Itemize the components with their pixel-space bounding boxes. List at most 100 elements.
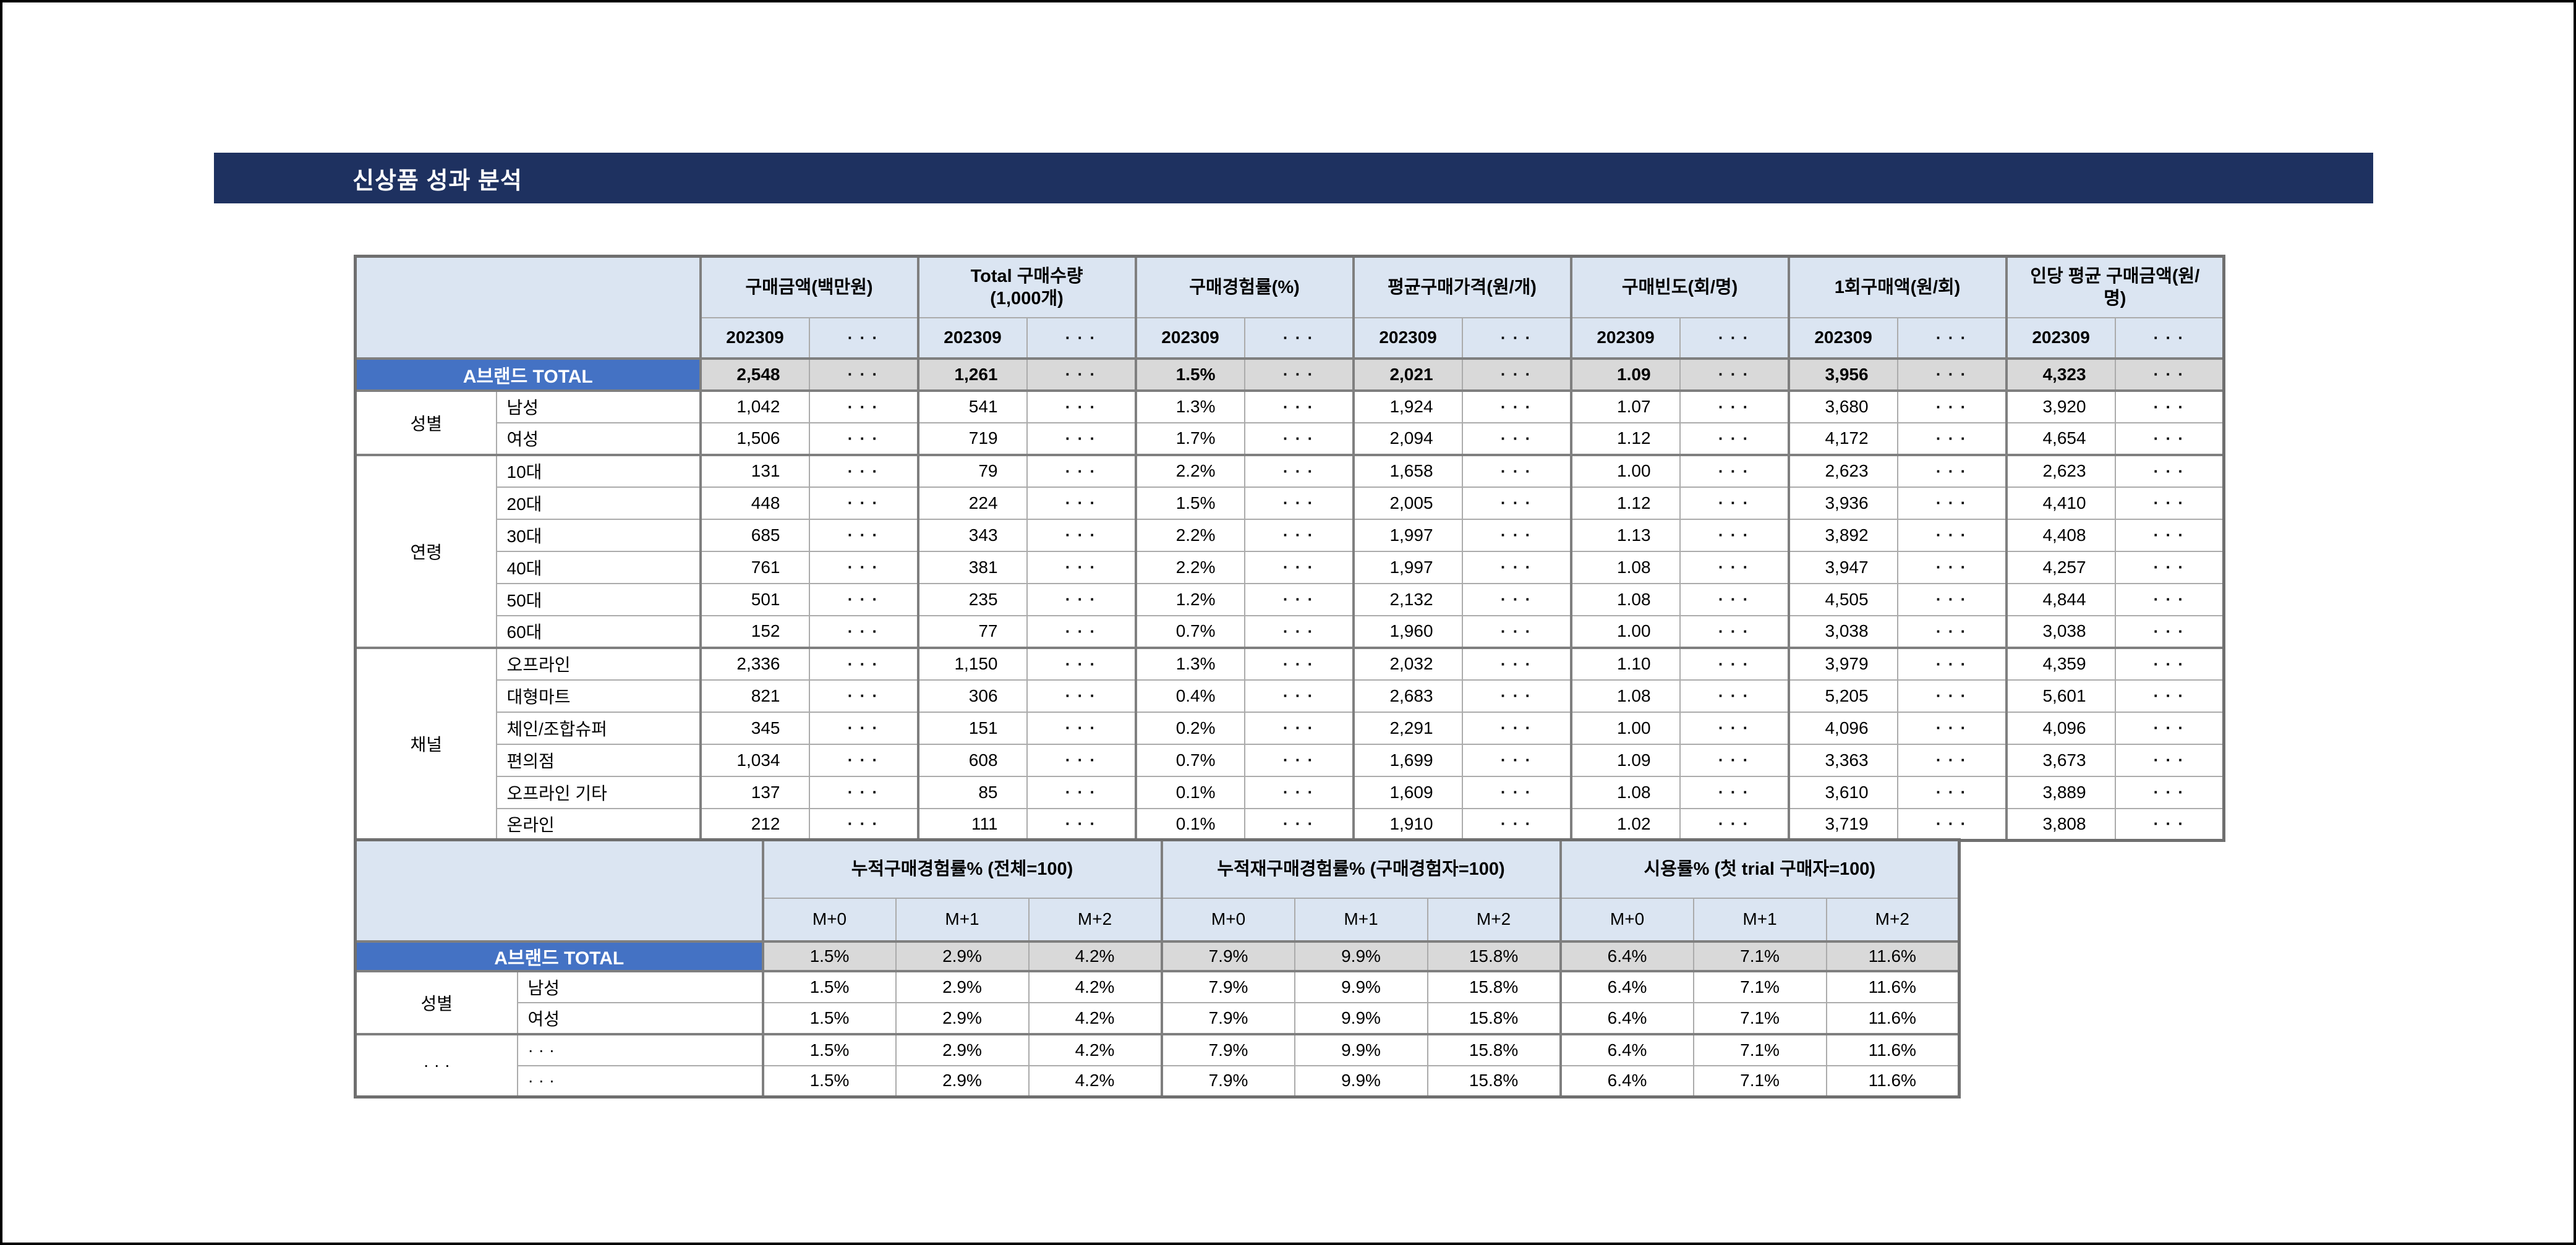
ellipsis-cell: · · ·: [2114, 389, 2225, 423]
table-row: 체인/조합슈퍼 345 · · · 151 · · · 0.2% · · · 2,291 · ·…: [356, 711, 2225, 745]
ellipsis-cell: · · ·: [2114, 518, 2225, 552]
total-row-label: A브랜드 TOTAL: [354, 940, 764, 972]
ellipsis-cell: · · ·: [1679, 518, 1789, 552]
row-label: · · ·: [516, 1064, 764, 1098]
ellipsis-cell: · · ·: [1461, 550, 1572, 584]
ellipsis-cell: · · ·: [2114, 550, 2225, 584]
ellipsis-cell: · · ·: [2114, 357, 2225, 391]
value-cell: 2,094: [1352, 422, 1463, 456]
ellipsis-cell: · · ·: [1896, 453, 2007, 488]
value-cell: 2.2%: [1134, 453, 1245, 488]
table-row: 대형마트 821 · · · 306 · · · 0.4% · · · 2,683 · · · 1…: [356, 679, 2225, 713]
value-cell: 448: [699, 486, 810, 520]
value-cell: 4,096: [1787, 711, 1898, 745]
value-cell: 6.4%: [1559, 1032, 1694, 1066]
value-cell: 1,150: [916, 646, 1028, 681]
ellipsis-cell: · · ·: [1896, 389, 2007, 423]
ellipsis-cell: · · ·: [2114, 614, 2225, 648]
metric-group-header: 시용률% (첫 trial 구매자=100): [1559, 839, 1960, 899]
row-label: 대형마트: [495, 679, 701, 713]
value-cell: 1,910: [1352, 807, 1463, 841]
category-cell: · · ·: [354, 1032, 518, 1098]
value-cell: 1.00: [1569, 711, 1681, 745]
ellipsis-cell: · · ·: [2114, 422, 2225, 456]
table-row: 성별 남성 1,042 · · · 541 · · · 1.3% · · · 1,924 · · …: [354, 389, 2225, 456]
ellipsis-cell: · · ·: [1243, 614, 1354, 648]
value-cell: 4,505: [1787, 582, 1898, 616]
value-cell: 9.9%: [1294, 1032, 1428, 1066]
total-row-label: A브랜드 TOTAL: [354, 357, 701, 391]
value-cell: 685: [699, 518, 810, 552]
period-ellipsis: · · ·: [808, 317, 919, 359]
month-offset-header: M+1: [895, 897, 1030, 942]
ellipsis-cell: · · ·: [2114, 807, 2225, 841]
total-value-cell: 7.9%: [1160, 940, 1295, 972]
value-cell: 2,623: [2005, 453, 2116, 488]
value-cell: 1.12: [1569, 486, 1681, 520]
table-row: 성별 남성 1.5% 2.9% 4.2% 7.9% 9.9% 15.8% 6.4% 7.1% 11.…: [354, 969, 1960, 1035]
value-cell: 3,610: [1787, 775, 1898, 809]
total-value-cell: 15.8%: [1427, 940, 1561, 972]
ellipsis-cell: · · ·: [2114, 679, 2225, 713]
value-cell: 11.6%: [1825, 1032, 1960, 1066]
value-cell: 1.5%: [761, 1032, 897, 1066]
value-cell: 9.9%: [1294, 1001, 1428, 1035]
total-value-cell: 2.9%: [895, 940, 1030, 972]
page-title: 신상품 성과 분석: [352, 168, 522, 194]
ellipsis-cell: · · ·: [2114, 711, 2225, 745]
value-cell: 3,947: [1787, 550, 1898, 584]
ellipsis-cell: · · ·: [808, 614, 919, 648]
ellipsis-cell: · · ·: [1679, 679, 1789, 713]
title-banner: 신상품 성과 분석: [214, 153, 2373, 203]
value-cell: 224: [916, 486, 1028, 520]
value-cell: 7.1%: [1692, 1064, 1827, 1098]
ellipsis-cell: · · ·: [1679, 357, 1789, 391]
table-row: A브랜드 TOTAL 2,548 · · · 1,261 · · · 1.5% · · · 2…: [354, 357, 2225, 391]
period-header: 202309: [916, 317, 1028, 359]
ellipsis-cell: · · ·: [808, 743, 919, 777]
total-value-cell: 2,548: [699, 357, 810, 391]
corner-cell: [354, 839, 764, 942]
ellipsis-cell: · · ·: [808, 582, 919, 616]
metric-group-header: 누적재구매경험률% (구매경험자=100): [1160, 839, 1561, 899]
value-cell: 15.8%: [1427, 1032, 1561, 1066]
row-label: 오프라인: [495, 646, 701, 681]
category-cell: 연령: [354, 453, 497, 648]
value-cell: 1,042: [699, 389, 810, 423]
ellipsis-cell: · · ·: [808, 679, 919, 713]
total-value-cell: 3,956: [1787, 357, 1898, 391]
value-cell: 306: [916, 679, 1028, 713]
value-cell: 4,408: [2005, 518, 2116, 552]
ellipsis-cell: · · ·: [1243, 582, 1354, 616]
value-cell: 345: [699, 711, 810, 745]
ellipsis-cell: · · ·: [1461, 389, 1572, 423]
value-cell: 4.2%: [1028, 1064, 1162, 1098]
value-cell: 1.08: [1569, 775, 1681, 809]
period-header: 202309: [1569, 317, 1681, 359]
value-cell: 6.4%: [1559, 1001, 1694, 1035]
value-cell: 2,032: [1352, 646, 1463, 681]
value-cell: 131: [699, 453, 810, 488]
value-cell: 4,844: [2005, 582, 2116, 616]
value-cell: 608: [916, 743, 1028, 777]
ellipsis-cell: · · ·: [1243, 357, 1354, 391]
ellipsis-cell: · · ·: [1243, 743, 1354, 777]
ellipsis-cell: · · ·: [1243, 775, 1354, 809]
ellipsis-cell: · · ·: [1679, 614, 1789, 648]
value-cell: 4,410: [2005, 486, 2116, 520]
table-row: 온라인 212 · · · 111 · · · 0.1% · · · 1,910 · · · 1.…: [356, 807, 2225, 841]
value-cell: 3,680: [1787, 389, 1898, 423]
month-offset-header: M+0: [1559, 897, 1694, 942]
row-label: 50대: [495, 582, 701, 616]
ellipsis-cell: · · ·: [1461, 711, 1572, 745]
ellipsis-cell: · · ·: [1026, 807, 1137, 841]
ellipsis-cell: · · ·: [1243, 807, 1354, 841]
total-value-cell: 1,261: [916, 357, 1028, 391]
value-cell: 2,291: [1352, 711, 1463, 745]
table-row: 채널 오프라인 2,336 · · · 1,150 · · · 1.3% · · · 2,032…: [354, 646, 2225, 841]
category-cell: 채널: [354, 646, 497, 841]
value-cell: 3,038: [2005, 614, 2116, 648]
period-ellipsis: · · ·: [1461, 317, 1572, 359]
ellipsis-cell: · · ·: [1243, 711, 1354, 745]
value-cell: 0.7%: [1134, 743, 1245, 777]
